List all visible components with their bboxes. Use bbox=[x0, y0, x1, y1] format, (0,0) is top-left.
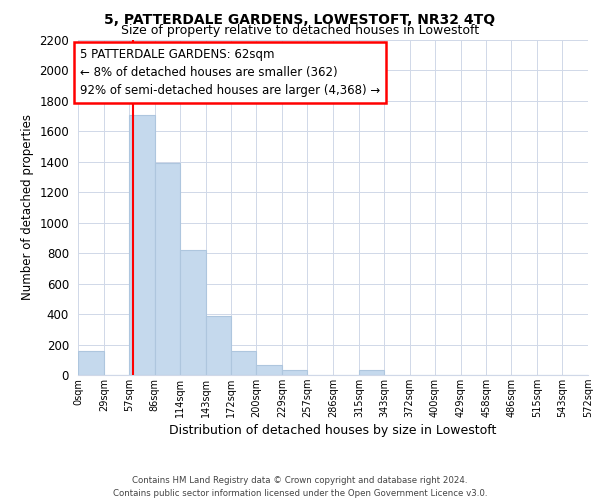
Bar bbox=[179, 250, 205, 375]
Y-axis label: Number of detached properties: Number of detached properties bbox=[20, 114, 34, 300]
Text: Size of property relative to detached houses in Lowestoft: Size of property relative to detached ho… bbox=[121, 24, 479, 37]
Bar bbox=[78, 350, 104, 375]
Bar bbox=[129, 114, 155, 375]
Bar bbox=[155, 164, 179, 375]
X-axis label: Distribution of detached houses by size in Lowestoft: Distribution of detached houses by size … bbox=[169, 424, 497, 437]
Text: 5 PATTERDALE GARDENS: 62sqm
← 8% of detached houses are smaller (362)
92% of sem: 5 PATTERDALE GARDENS: 62sqm ← 8% of deta… bbox=[80, 48, 380, 96]
Bar bbox=[256, 365, 282, 375]
Bar bbox=[359, 370, 384, 375]
Bar bbox=[282, 370, 307, 375]
Text: Contains HM Land Registry data © Crown copyright and database right 2024.
Contai: Contains HM Land Registry data © Crown c… bbox=[113, 476, 487, 498]
Text: 5, PATTERDALE GARDENS, LOWESTOFT, NR32 4TQ: 5, PATTERDALE GARDENS, LOWESTOFT, NR32 4… bbox=[104, 12, 496, 26]
Bar bbox=[205, 316, 232, 375]
Bar bbox=[232, 350, 256, 375]
